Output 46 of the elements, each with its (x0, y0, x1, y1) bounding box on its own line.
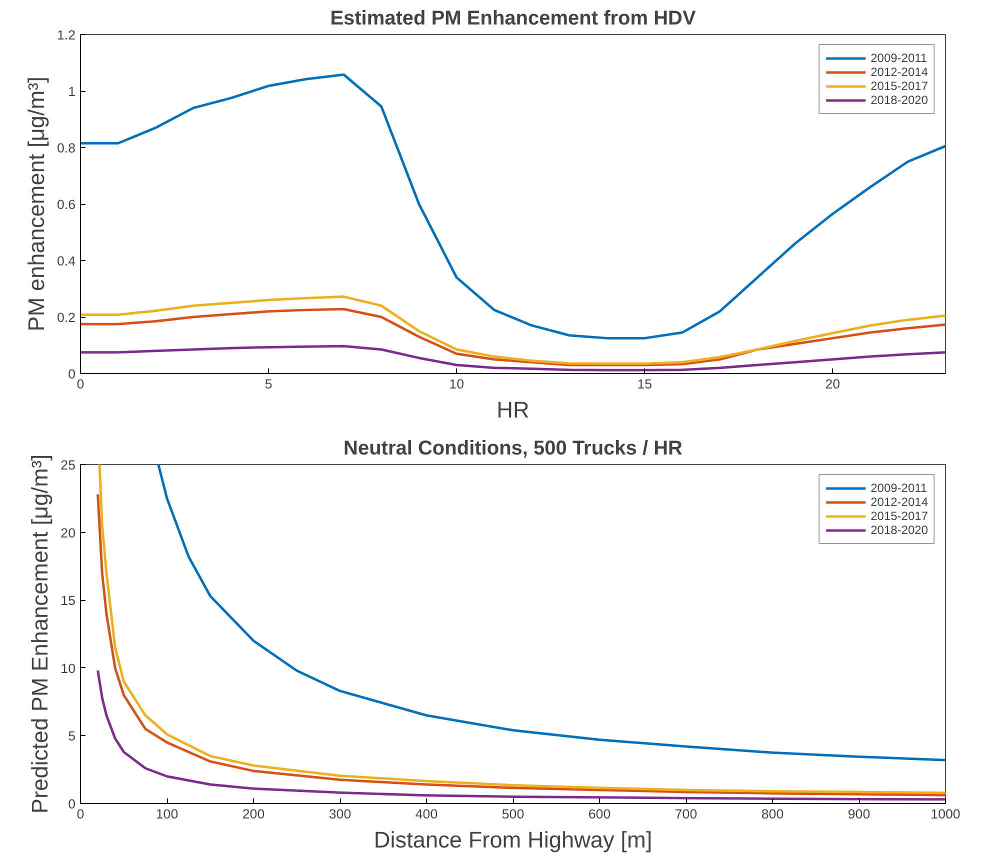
x-tick-label: 600 (588, 806, 611, 822)
x-axis-title: HR (496, 396, 530, 422)
y-tick-label: 15 (60, 593, 76, 608)
x-tick-label: 700 (674, 806, 698, 822)
legend-label: 2012-2014 (870, 495, 928, 509)
y-tick-label: 5 (68, 728, 76, 744)
y-tick-label: 1.2 (56, 28, 76, 42)
legend-label: 2015-2017 (870, 509, 928, 523)
line-series (96, 669, 946, 801)
x-tick-label: 15 (637, 376, 652, 392)
x-tick-label: 200 (242, 806, 265, 822)
y-axis-title: Predicted PM Enhancement [μg/m³] (26, 454, 53, 814)
line-series (80, 344, 946, 372)
legend-label: 2018-2020 (870, 523, 928, 537)
x-tick-label: 20 (825, 376, 840, 392)
chart-title: Estimated PM Enhancement from HDV (330, 8, 696, 30)
x-axis-title: Distance From Highway [m] (374, 826, 652, 852)
x-tick-label: 10 (449, 376, 464, 392)
y-tick-label: 0 (68, 796, 76, 812)
x-tick-label: 5 (264, 376, 272, 392)
chart-title: Neutral Conditions, 500 Trucks / HR (344, 438, 684, 460)
x-tick-label: 100 (156, 806, 178, 822)
x-tick-label: 400 (415, 806, 438, 822)
legend-label: 2012-2014 (870, 65, 928, 79)
x-tick-label: 500 (502, 806, 524, 822)
line-series (80, 308, 946, 366)
y-tick-label: 0.8 (56, 140, 76, 156)
line-series (157, 464, 946, 762)
x-tick-label: 800 (761, 806, 784, 822)
y-tick-label: 0 (68, 366, 76, 382)
y-tick-label: 10 (60, 660, 76, 676)
y-tick-label: 0.4 (56, 254, 76, 268)
y-tick-label: 1 (68, 84, 76, 99)
legend-label: 2015-2017 (870, 79, 928, 93)
x-tick-label: 1000 (930, 806, 960, 822)
x-tick-label: 300 (328, 806, 352, 822)
legend-label: 2009-2011 (870, 481, 928, 495)
y-axis-title: PM enhancement [μg/m³] (22, 76, 49, 332)
y-tick-label: 20 (60, 525, 76, 540)
x-tick-label: 900 (848, 806, 870, 822)
legend-label: 2009-2011 (870, 51, 928, 65)
y-tick-label: 0.2 (56, 310, 76, 325)
legend-label: 2018-2020 (870, 93, 928, 107)
y-tick-label: 25 (60, 458, 76, 472)
y-tick-label: 0.6 (56, 197, 76, 212)
line-series (80, 295, 946, 365)
